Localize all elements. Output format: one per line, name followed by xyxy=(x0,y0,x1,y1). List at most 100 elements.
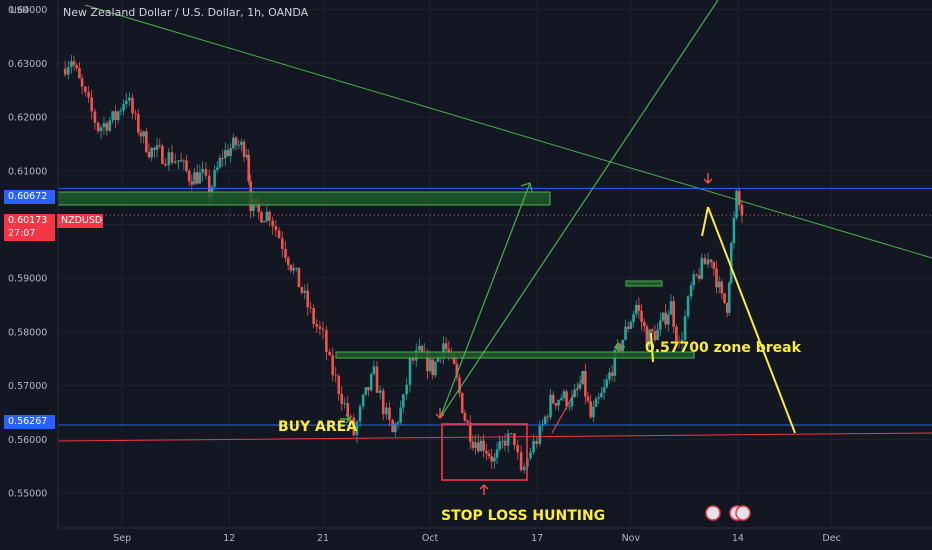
candle-body xyxy=(436,356,440,362)
candle-body xyxy=(458,377,461,393)
candle-body xyxy=(150,147,153,158)
candle-body xyxy=(592,406,595,418)
candle-body xyxy=(221,157,224,159)
candle-body xyxy=(315,324,319,327)
candle-body xyxy=(723,293,726,304)
currency-label: USD xyxy=(10,6,30,16)
candle-body xyxy=(471,441,475,448)
candle-body xyxy=(493,457,496,462)
small-trendline xyxy=(551,375,585,434)
candle-body xyxy=(442,343,445,358)
candle-body xyxy=(468,422,472,442)
candle-body xyxy=(498,441,501,450)
candle-body xyxy=(501,440,504,442)
candle-body xyxy=(610,372,614,376)
candle-body xyxy=(309,307,312,309)
candle-body xyxy=(677,341,681,343)
candle-body xyxy=(578,384,582,389)
candle-body xyxy=(265,211,269,222)
candle-body xyxy=(343,403,347,405)
candle-body xyxy=(715,268,718,288)
candle-body xyxy=(709,259,713,263)
candle-body xyxy=(626,326,630,329)
candle-body xyxy=(300,287,304,293)
candle-body xyxy=(546,416,550,418)
candle-body xyxy=(411,358,415,361)
candle-body xyxy=(147,151,151,158)
candle-body xyxy=(700,258,704,279)
candle-body xyxy=(145,131,148,152)
y-tick-label: 0.64000 xyxy=(8,5,47,16)
candle-body xyxy=(729,243,733,283)
candle-body xyxy=(105,123,109,131)
candle-body xyxy=(712,262,716,269)
candle-body xyxy=(656,329,659,341)
candle-body xyxy=(532,440,535,453)
candle-body xyxy=(735,190,738,218)
candle-body xyxy=(281,238,284,249)
candle-body xyxy=(608,372,611,380)
candle-body xyxy=(727,282,731,313)
candle-body xyxy=(78,68,81,79)
candle-body xyxy=(697,275,701,279)
candle-body xyxy=(621,339,625,352)
projection-down xyxy=(707,206,796,434)
candle-body xyxy=(367,387,370,391)
candle-body xyxy=(428,359,432,372)
candle-body xyxy=(567,406,571,407)
candle-body xyxy=(292,267,295,271)
candle-body xyxy=(594,398,598,407)
candle-body xyxy=(63,68,67,75)
y-tick-label: 0.57000 xyxy=(8,381,47,392)
stop-loss-arrow xyxy=(479,484,489,495)
candle-body xyxy=(388,407,391,420)
candle-body xyxy=(187,170,191,182)
candle-body xyxy=(624,326,627,340)
candle-body xyxy=(289,264,293,271)
candle-body xyxy=(725,303,729,313)
candle-body xyxy=(218,157,222,168)
candle-body xyxy=(173,161,177,163)
candle-body xyxy=(399,407,402,423)
candle-body xyxy=(576,388,579,390)
candle-body xyxy=(87,91,90,98)
candle-body xyxy=(134,113,137,115)
countdown-tag: 27:07 xyxy=(4,227,55,241)
candle-body xyxy=(482,440,485,451)
candle-body xyxy=(667,314,670,325)
candle-body xyxy=(490,456,493,462)
candle-body xyxy=(692,274,696,286)
drawings-layer xyxy=(57,0,932,521)
candle-body xyxy=(277,230,281,239)
candle-body xyxy=(325,330,328,352)
lower-level-price-tag: 0.56267 xyxy=(4,415,55,429)
candle-body xyxy=(204,168,208,176)
candle-body xyxy=(369,374,373,391)
candle-body xyxy=(516,445,520,453)
y-tick-label: 0.62000 xyxy=(8,113,47,124)
projection-arrow-1 xyxy=(439,182,531,419)
candle-body xyxy=(179,160,183,162)
candle-body xyxy=(565,391,568,407)
candle-body xyxy=(549,394,552,418)
candle-body xyxy=(740,204,744,216)
candle-body xyxy=(185,160,188,171)
event-flag-icon xyxy=(705,505,721,521)
candle-body xyxy=(201,168,204,173)
candle-body xyxy=(96,122,100,131)
candle-body xyxy=(242,141,246,157)
candle-body xyxy=(522,466,526,471)
symbol-tag: NZDUSD xyxy=(57,214,103,228)
candle-body xyxy=(669,301,673,315)
candle-body xyxy=(562,391,566,399)
candle-body xyxy=(648,329,651,346)
candle-body xyxy=(672,301,675,327)
candle-body xyxy=(463,412,467,421)
candle-body xyxy=(349,416,353,418)
candle-body xyxy=(455,363,459,378)
candle-body xyxy=(402,394,405,408)
candle-body xyxy=(418,345,421,351)
candle-body xyxy=(375,366,379,393)
candle-body xyxy=(102,123,106,128)
